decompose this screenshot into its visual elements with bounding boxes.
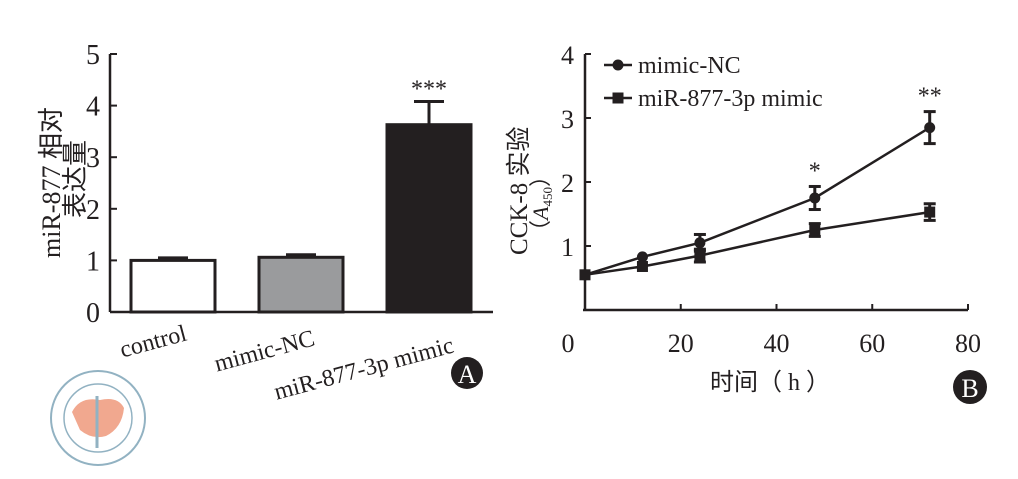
panel-b-series-line — [584, 126, 931, 276]
panel-b-point-square — [694, 250, 706, 262]
panel-b-label-text: B — [961, 374, 978, 403]
panel-a-y-tick-label: 2 — [86, 195, 100, 226]
panel-a-y-tick-label: 0 — [86, 298, 100, 329]
panel-a-label-circle — [451, 357, 483, 389]
ylabel-open-paren: （ — [528, 220, 553, 242]
panel-a-bar — [385, 123, 473, 314]
panel-a-label-text: A — [458, 360, 477, 389]
ylabel-close-paren: ） — [528, 165, 553, 187]
panel-b-label: B — [953, 370, 987, 404]
cma-logo-watermark — [50, 370, 146, 466]
panel-a-y-tick-label: 1 — [86, 246, 100, 277]
panel-b-x-tick-label: 20 — [668, 329, 694, 358]
panel-b-ylabel-line1: CCK-8 实验 — [505, 127, 533, 255]
legend-marker-circle — [612, 59, 624, 71]
panel-a-ylabel-line1: miR-877 相对 — [37, 107, 66, 258]
panel-a-significance: *** — [411, 76, 447, 102]
panel-b-y-tick-label: 1 — [561, 233, 574, 262]
panel-b-point-circle — [636, 251, 648, 263]
ylabel-subscript: 450 — [540, 187, 555, 207]
legend-label: mimic-NC — [638, 53, 741, 79]
panel-b-significance: * — [809, 158, 821, 184]
panel-a-y-tick-label: 5 — [86, 40, 100, 71]
panel-b-xlabel: 时间（ h ） — [710, 369, 830, 396]
ylabel-a: A — [528, 206, 553, 222]
panel-b-x-tick-label: 40 — [764, 329, 790, 358]
panel-a-label: A — [451, 357, 483, 389]
panel-a-ylabel-line2: 表达量 — [61, 140, 90, 218]
panel-b-point-square — [924, 206, 936, 218]
legend-marker-square — [612, 92, 624, 104]
legend-label: miR-877-3p mimic — [638, 86, 823, 112]
panel-b-x-tick-label: 60 — [859, 329, 885, 358]
panel-a-y-tick-label: 3 — [86, 143, 100, 174]
panel-b-point-circle — [924, 122, 936, 134]
panel-b-point-square — [636, 260, 648, 272]
panel-b-point-circle — [809, 192, 821, 204]
panel-a-bar — [129, 258, 217, 314]
panel-b-point-square — [579, 269, 591, 281]
panel-b-label-circle — [953, 370, 987, 404]
panel-b-y-tick-label: 3 — [561, 105, 574, 134]
panel-b-x-tick-label: 0 — [562, 329, 575, 358]
panel-b-y-tick-label: 4 — [561, 41, 574, 70]
panel-b-significance: ** — [918, 84, 942, 110]
panel-a-bar — [257, 255, 345, 314]
panel-b-point-square — [809, 224, 821, 236]
panel-b-y-tick-label: 2 — [561, 169, 574, 198]
panel-b-ylabel-line2: （A450） — [528, 165, 555, 242]
panel-a-x-tick-label: control — [117, 321, 190, 364]
panel-a-x-tick-label: mimic-NC — [212, 326, 318, 378]
panel-b-point-circle — [694, 237, 706, 249]
panel-a-y-tick-label: 4 — [86, 92, 100, 123]
panel-b-x-tick-label: 80 — [955, 329, 981, 358]
